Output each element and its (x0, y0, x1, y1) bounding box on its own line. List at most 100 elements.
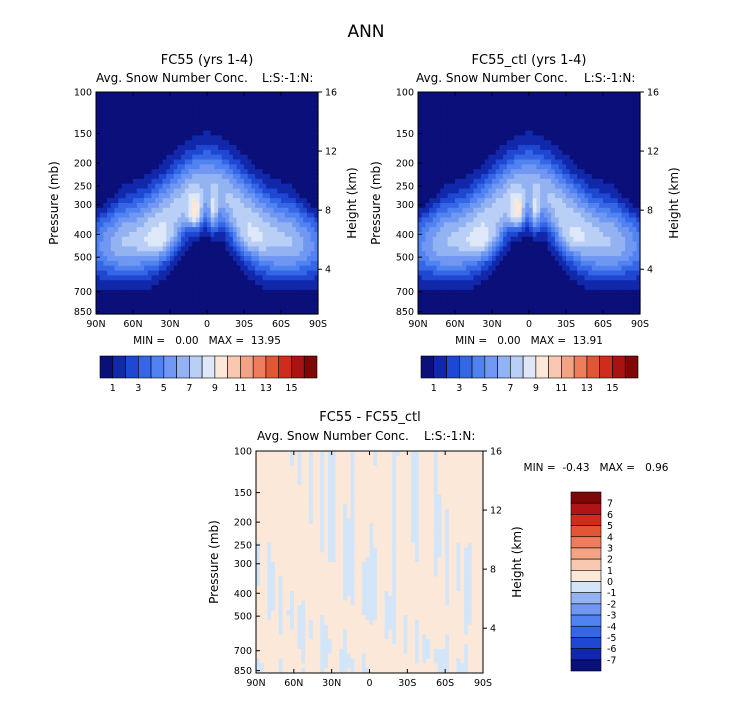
contour-cell (214, 111, 218, 116)
contour-cell (311, 126, 315, 131)
contour-cell (226, 198, 230, 203)
contour-cell (140, 140, 144, 145)
contour-cell (444, 213, 448, 218)
contour-cell (229, 179, 233, 184)
contour-cell (629, 121, 633, 126)
contour-cell (218, 300, 222, 305)
contour-cell (240, 160, 244, 165)
contour-cell (485, 193, 489, 198)
contour-cell (507, 116, 511, 121)
contour-cell (259, 203, 263, 208)
contour-cell (148, 126, 152, 131)
contour-cell (425, 184, 429, 189)
contour-cell (296, 222, 300, 227)
contour-cell (240, 111, 244, 116)
contour-cell (111, 106, 115, 111)
contour-cell (592, 131, 596, 136)
contour-cell (292, 92, 296, 97)
contour-cell (459, 174, 463, 179)
contour-cell (189, 227, 193, 232)
contour-cell (470, 246, 474, 251)
contour-cell (529, 169, 533, 174)
contour-cell (214, 106, 218, 111)
contour-cell (152, 227, 156, 232)
contour-cell (551, 174, 555, 179)
contour-cell (166, 271, 170, 276)
contour-cell (551, 198, 555, 203)
contour-cell (311, 304, 315, 309)
contour-cell (274, 135, 278, 140)
contour-cell (126, 198, 130, 203)
contour-cell (522, 126, 526, 131)
contour-cell (488, 111, 492, 116)
contour-cell (196, 164, 200, 169)
contour-cell (229, 131, 233, 136)
contour-cell (618, 203, 622, 208)
contour-cell (255, 300, 259, 305)
contour-cell (229, 106, 233, 111)
contour-cell (166, 179, 170, 184)
contour-cell (507, 203, 511, 208)
contour-cell (444, 227, 448, 232)
contour-cell (288, 213, 292, 218)
contour-cell (103, 155, 107, 160)
contour-cell (111, 131, 115, 136)
contour-cell (177, 227, 181, 232)
contour-cell (307, 275, 311, 280)
contour-cell (492, 102, 496, 107)
contour-cell (255, 140, 259, 145)
contour-cell (499, 227, 503, 232)
contour-cell (137, 131, 141, 136)
contour-cell (588, 92, 592, 97)
contour-cell (440, 251, 444, 256)
contour-cell (251, 300, 255, 305)
contour-cell (622, 145, 626, 150)
contour-cell (240, 290, 244, 295)
contour-cell (107, 150, 111, 155)
contour-cell (111, 179, 115, 184)
contour-cell (259, 97, 263, 102)
contour-cell (118, 92, 122, 97)
contour-cell (111, 251, 115, 256)
contour-cell (196, 126, 200, 131)
contour-cell (540, 155, 544, 160)
contour-cell (274, 140, 278, 145)
contour-cell (451, 174, 455, 179)
contour-cell (607, 164, 611, 169)
contour-cell (233, 193, 237, 198)
contour-cell (551, 155, 555, 160)
contour-cell (440, 179, 444, 184)
contour-cell (470, 116, 474, 121)
contour-cell (462, 184, 466, 189)
contour-cell (455, 169, 459, 174)
contour-cell (244, 275, 248, 280)
contour-cell (266, 213, 270, 218)
contour-cell (300, 174, 304, 179)
contour-cell (277, 189, 281, 194)
contour-cell (603, 155, 607, 160)
contour-cell (152, 140, 156, 145)
contour-cell (155, 246, 159, 251)
contour-cell (118, 237, 122, 242)
contour-cell (300, 227, 304, 232)
contour-cell (200, 261, 204, 266)
contour-cell (285, 155, 289, 160)
contour-cell (244, 174, 248, 179)
contour-cell (470, 213, 474, 218)
contour-cell (96, 126, 100, 131)
contour-cell (115, 237, 119, 242)
contour-cell (533, 111, 537, 116)
contour-cell (140, 179, 144, 184)
contour-cell (618, 246, 622, 251)
contour-cell (485, 106, 489, 111)
contour-cell (503, 217, 507, 222)
contour-cell (562, 145, 566, 150)
contour-cell (274, 106, 278, 111)
contour-cell (514, 97, 518, 102)
contour-cell (525, 116, 529, 121)
contour-cell (592, 213, 596, 218)
contour-cell (477, 126, 481, 131)
contour-cell (255, 242, 259, 247)
contour-cell (433, 189, 437, 194)
contour-cell (503, 174, 507, 179)
